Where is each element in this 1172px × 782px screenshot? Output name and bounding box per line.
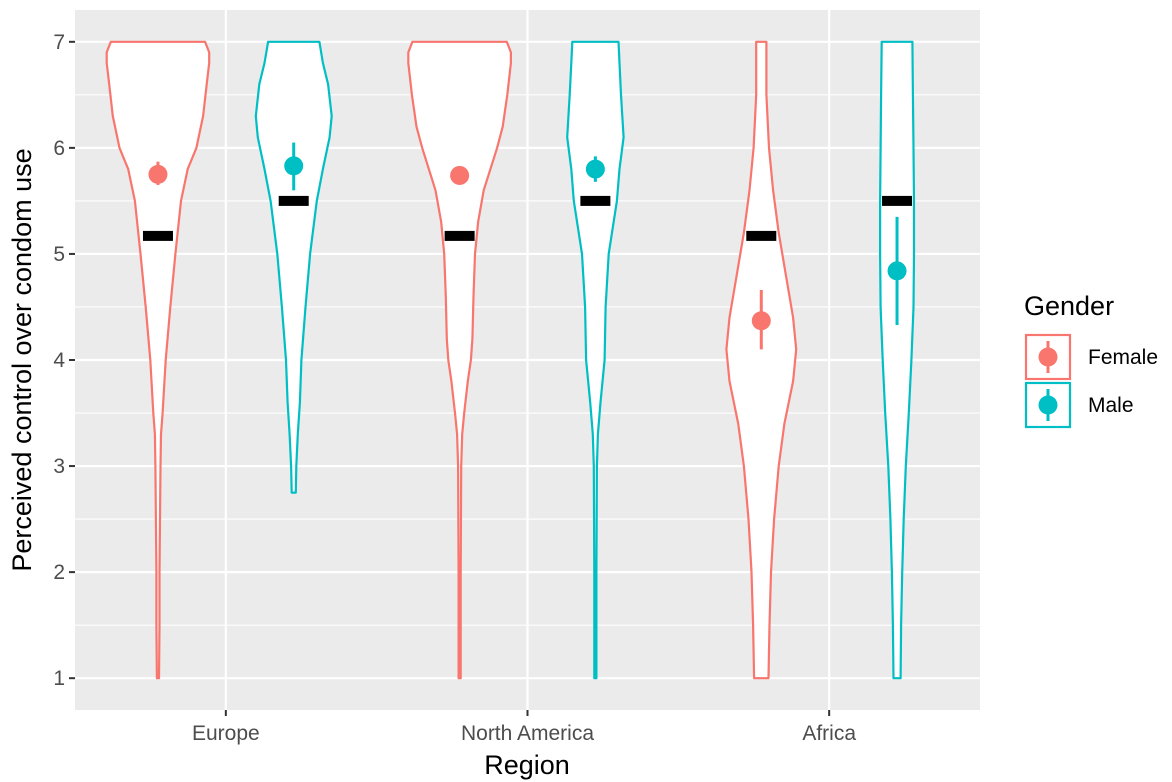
mean-point <box>450 165 470 185</box>
mean-point <box>284 156 304 176</box>
reference-mark <box>746 230 777 241</box>
x-tick-label: Europe <box>192 722 260 745</box>
grid-lines <box>75 10 980 710</box>
violin-male-europe <box>254 40 333 494</box>
violin-female-africa <box>725 40 798 680</box>
mean-points <box>148 142 907 350</box>
y-tick-label: 5 <box>53 243 65 266</box>
reference-mark <box>580 195 611 206</box>
violin-female-north-america <box>407 40 512 680</box>
y-tick-label: 3 <box>53 455 65 478</box>
y-tick-label: 7 <box>53 31 65 54</box>
legend-item-female: Female <box>1024 333 1158 381</box>
y-tick-label: 1 <box>53 667 65 690</box>
mean-point <box>751 311 771 331</box>
legend-label: Male <box>1088 394 1134 417</box>
mean-point <box>887 261 907 281</box>
x-axis: Europe North America Africa <box>192 710 856 745</box>
y-tick-label: 6 <box>53 137 65 160</box>
mean-point <box>148 164 168 184</box>
legend-title: Gender <box>1024 291 1114 321</box>
x-tick-label: Africa <box>802 722 856 745</box>
y-axis-title: Perceived control over condom use <box>7 148 37 571</box>
violin-female-europe <box>105 40 211 680</box>
x-axis-title: Region <box>484 750 570 780</box>
reference-mark <box>882 195 913 206</box>
legend-key-point <box>1038 395 1058 415</box>
x-tick-label: North America <box>461 722 594 745</box>
y-tick-label: 2 <box>53 561 65 584</box>
legend-key-point <box>1038 347 1058 367</box>
legend-label: Female <box>1088 346 1158 369</box>
y-tick-label: 4 <box>53 349 65 372</box>
reference-mark <box>142 230 173 241</box>
legend-item-male: Male <box>1024 381 1134 429</box>
y-axis: 1 2 3 4 5 6 7 <box>53 31 75 690</box>
reference-mark <box>278 195 309 206</box>
legend: Gender Female Male <box>1024 291 1158 429</box>
reference-mark <box>444 230 475 241</box>
mean-point <box>585 159 605 179</box>
reference-marks <box>142 195 913 241</box>
